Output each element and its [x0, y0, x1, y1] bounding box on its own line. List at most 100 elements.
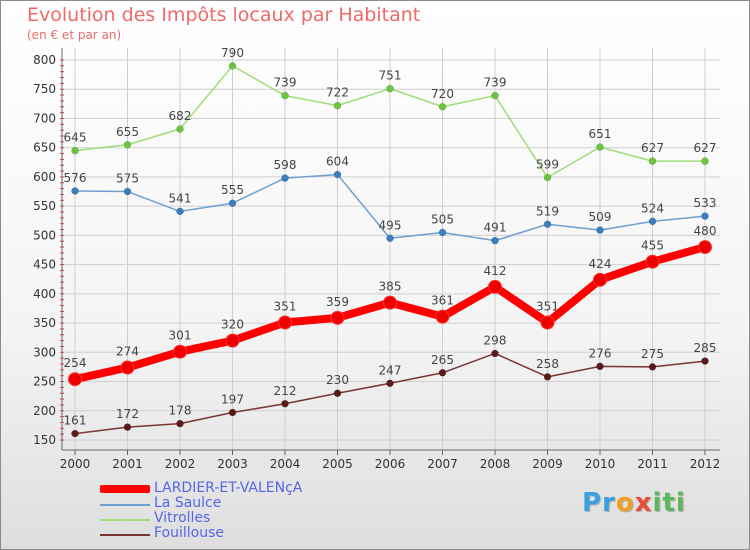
point-lardier-et-valen-a-2000 — [68, 372, 82, 387]
point-la-saulce-2005 — [333, 170, 342, 179]
y-tick-label-450: 450 — [33, 258, 56, 272]
logo-part-1: Pr — [582, 488, 616, 518]
data-label-fouillouse-2010: 276 — [589, 346, 612, 360]
data-label-vitrolles-2007: 720 — [431, 87, 454, 101]
y-tick-label-150: 150 — [33, 433, 56, 447]
point-vitrolles-2008 — [491, 91, 499, 100]
x-tick-label-2003: 2003 — [217, 457, 248, 471]
point-lardier-et-valen-a-2005 — [330, 310, 345, 325]
data-label-lardier-et-valen-a-2000: 254 — [64, 356, 87, 370]
point-lardier-et-valen-a-2008 — [488, 279, 502, 294]
point-la-saulce-2002 — [176, 207, 184, 216]
point-la-saulce-2001 — [123, 187, 132, 196]
data-label-vitrolles-2004: 739 — [274, 76, 297, 90]
point-fouillouse-2011 — [648, 363, 657, 371]
point-fouillouse-2012 — [701, 357, 709, 365]
series-lardier-et-valen-a — [68, 240, 712, 387]
y-tick-label-800: 800 — [33, 53, 56, 67]
data-label-lardier-et-valen-a-2007: 361 — [431, 294, 454, 308]
proxiti-logo: Proxiti — [582, 488, 686, 518]
legend-swatch-vitrolles — [100, 519, 150, 521]
data-label-vitrolles-2005: 722 — [326, 86, 349, 100]
data-label-fouillouse-2006: 247 — [379, 363, 402, 377]
data-label-vitrolles-2003: 790 — [221, 46, 244, 60]
point-la-saulce-2000 — [71, 187, 79, 195]
point-la-saulce-2007 — [438, 228, 447, 237]
y-tick-label-200: 200 — [33, 404, 56, 418]
point-vitrolles-2011 — [648, 157, 657, 165]
point-vitrolles-2009 — [543, 173, 552, 182]
point-vitrolles-2010 — [596, 143, 604, 151]
point-fouillouse-2007 — [438, 369, 447, 377]
data-label-lardier-et-valen-a-2004: 351 — [274, 299, 297, 313]
x-tick-label-2011: 2011 — [637, 457, 668, 471]
point-lardier-et-valen-a-2006 — [383, 295, 397, 310]
legend-item-lardier: LARDIER-ET-VALENçA — [100, 480, 400, 497]
data-label-vitrolles-2000: 645 — [64, 131, 87, 145]
point-lardier-et-valen-a-2003 — [225, 333, 240, 348]
point-lardier-et-valen-a-2004 — [278, 315, 292, 330]
point-la-saulce-2004 — [281, 174, 289, 182]
point-lardier-et-valen-a-2010 — [593, 272, 607, 287]
x-tick-label-2007: 2007 — [427, 457, 458, 471]
point-vitrolles-2003 — [228, 62, 237, 70]
data-label-la-saulce-2003: 555 — [221, 183, 244, 197]
chart-subtitle: (en € et par an) — [27, 28, 122, 42]
legend-item-la-saulce: La Saulce — [100, 495, 400, 512]
point-lardier-et-valen-a-2011 — [645, 254, 660, 269]
point-la-saulce-2011 — [648, 217, 657, 226]
data-label-la-saulce-2010: 509 — [589, 210, 612, 224]
y-tick-label-500: 500 — [33, 228, 56, 242]
y-tick-label-700: 700 — [33, 111, 56, 125]
data-label-lardier-et-valen-a-2010: 424 — [589, 257, 612, 271]
data-label-lardier-et-valen-a-2008: 412 — [484, 264, 507, 278]
legend-label-lardier: LARDIER-ET-VALENçA — [154, 480, 303, 496]
y-tick-label-750: 750 — [33, 82, 56, 96]
legend: LARDIER-ET-VALENçA La Saulce Vitrolles F… — [100, 480, 400, 542]
y-tick-label-400: 400 — [33, 287, 56, 301]
y-tick-label-650: 650 — [33, 141, 56, 155]
point-lardier-et-valen-a-2002 — [173, 344, 187, 359]
data-label-fouillouse-2012: 285 — [694, 341, 717, 355]
data-label-la-saulce-2011: 524 — [641, 201, 664, 215]
y-tick-label-350: 350 — [33, 316, 56, 330]
x-tick-label-2010: 2010 — [585, 457, 616, 471]
chart-title: Evolution des Impôts locaux par Habitant — [27, 4, 421, 26]
data-label-la-saulce-2008: 491 — [484, 221, 507, 235]
point-vitrolles-2005 — [333, 101, 342, 110]
point-vitrolles-2001 — [123, 141, 132, 149]
point-vitrolles-2004 — [281, 91, 289, 100]
data-label-lardier-et-valen-a-2002: 301 — [169, 329, 192, 343]
grid — [62, 48, 720, 450]
data-label-lardier-et-valen-a-2003: 320 — [221, 318, 244, 332]
point-fouillouse-2005 — [333, 389, 342, 397]
x-tick-label-2009: 2009 — [532, 457, 563, 471]
line-chart: 150 200 250 300 350 400 450 500 550 600 650 700 750 8… — [33, 46, 721, 471]
point-fouillouse-2009 — [543, 373, 552, 381]
x-tick-label-2012: 2012 — [690, 457, 721, 471]
data-label-lardier-et-valen-a-2012: 480 — [694, 224, 717, 238]
point-fouillouse-2001 — [123, 423, 132, 431]
point-la-saulce-2010 — [596, 226, 604, 234]
point-fouillouse-2010 — [596, 362, 604, 371]
point-la-saulce-2012 — [701, 212, 709, 220]
data-label-vitrolles-2009: 599 — [536, 158, 559, 172]
data-label-la-saulce-2007: 505 — [431, 212, 454, 226]
legend-item-fouillouse: Fouillouse — [100, 525, 400, 542]
logo-part-4: iti — [652, 488, 686, 518]
point-la-saulce-2003 — [228, 199, 237, 207]
point-lardier-et-valen-a-2001 — [120, 360, 135, 375]
point-fouillouse-2000 — [71, 429, 79, 438]
data-label-la-saulce-2009: 519 — [536, 204, 559, 218]
data-label-vitrolles-2012: 627 — [694, 141, 717, 155]
data-label-la-saulce-2000: 576 — [64, 171, 87, 185]
point-vitrolles-2002 — [176, 125, 184, 133]
legend-swatch-lardier — [100, 485, 150, 493]
data-label-la-saulce-2001: 575 — [116, 172, 139, 186]
data-label-fouillouse-2009: 258 — [536, 357, 559, 371]
data-label-fouillouse-2000: 161 — [64, 414, 87, 428]
point-fouillouse-2003 — [228, 408, 237, 417]
x-tick-label-2008: 2008 — [480, 457, 511, 471]
point-vitrolles-2007 — [438, 103, 447, 111]
series-vitrolles — [71, 62, 709, 182]
